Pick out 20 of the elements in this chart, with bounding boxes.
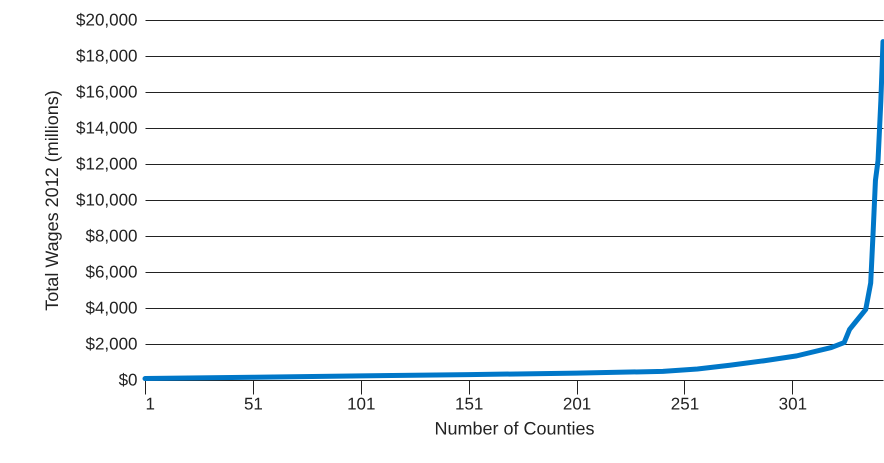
y-tick-label: $0 <box>118 370 138 390</box>
x-tick-label: 201 <box>562 394 592 414</box>
x-axis-title: Number of Counties <box>434 418 595 438</box>
x-tick-label: 101 <box>347 394 376 414</box>
y-axis-title: Total Wages 2012 (millions) <box>42 90 62 311</box>
y-tick-label: $18,000 <box>76 46 138 66</box>
y-tick-label: $10,000 <box>76 190 138 210</box>
y-tick-label: $16,000 <box>76 82 138 102</box>
y-tick-label: $6,000 <box>86 262 138 282</box>
x-tick-label: 51 <box>244 394 263 414</box>
y-tick-label: $14,000 <box>76 118 138 138</box>
y-tick-label: $12,000 <box>76 154 138 174</box>
x-tick-label: 1 <box>146 394 155 414</box>
x-tick-label: 301 <box>778 394 808 414</box>
y-tick-label: $8,000 <box>86 226 138 246</box>
x-tick-label: 151 <box>454 394 484 414</box>
x-tick-label: 251 <box>670 394 700 414</box>
y-tick-label: $4,000 <box>86 298 138 318</box>
y-tick-label: $2,000 <box>86 334 138 354</box>
y-tick-label: $20,000 <box>76 10 138 30</box>
